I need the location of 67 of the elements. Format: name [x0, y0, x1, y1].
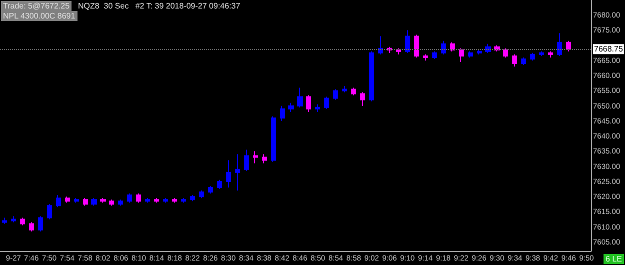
candlestick: [432, 50, 437, 60]
candlestick: [288, 102, 294, 112]
candlestick: [414, 34, 419, 58]
candlestick: [208, 185, 213, 194]
candlestick: [530, 52, 535, 61]
candlestick: [20, 217, 25, 226]
candlestick: [306, 94, 311, 112]
candlestick: [405, 30, 410, 54]
candlestick: [280, 105, 285, 122]
candlestick: [324, 96, 329, 110]
candlestick: [65, 196, 70, 204]
candlestick: [468, 50, 473, 58]
candlestick: [56, 194, 61, 208]
candlestick: [91, 198, 97, 206]
candlestick: [369, 50, 374, 102]
ref-line-label: 7668.75: [594, 44, 624, 54]
candlestick: [477, 49, 482, 55]
candlestick: [217, 179, 222, 190]
candlestick: [83, 198, 88, 206]
candlestick: [297, 87, 303, 108]
candlestick: [253, 150, 258, 164]
annotation: Trade: 5@7672.25: [3, 2, 70, 10]
candlestick: [378, 36, 383, 55]
candlestick: [450, 42, 455, 52]
candlestick: [521, 56, 526, 66]
candlestick: [459, 48, 464, 62]
candlestick: [503, 48, 508, 58]
candlestick: [29, 222, 34, 232]
candlestick: [181, 198, 186, 204]
candlestick: [109, 199, 114, 206]
candlestick: [127, 193, 132, 204]
candlestick: [423, 54, 428, 61]
candlestick: [38, 216, 43, 232]
candlestick: [262, 154, 267, 164]
candlestick: [74, 198, 79, 204]
candlestick: [315, 104, 320, 112]
candlestick: [235, 154, 240, 192]
candlestick: [2, 217, 7, 224]
candlestick: [11, 216, 16, 223]
candlestick: [154, 198, 159, 204]
candlestick: [190, 194, 195, 202]
candlestick: [557, 32, 562, 56]
candlestick: [199, 190, 204, 199]
candlestick: [566, 40, 571, 52]
candlestick: [47, 204, 52, 220]
annotation: NQZ8 30 Sec #2 T: 39 2018-09-27 09:46:37: [78, 2, 241, 10]
candlestick: [118, 199, 123, 206]
candlestick: [100, 198, 106, 204]
candlestick: [163, 198, 168, 204]
candlestick: [539, 50, 544, 56]
candlestick: [351, 87, 356, 96]
candlestick: [342, 86, 347, 93]
candlestick: [172, 198, 177, 204]
annotation: NPL 4300.00C 8691: [3, 12, 76, 20]
candlestick: [244, 149, 249, 172]
candlestick: [360, 92, 365, 106]
candlestick: [512, 54, 517, 68]
candlestick: [485, 43, 491, 54]
candlestick: [271, 116, 276, 162]
candlestick: [396, 48, 401, 55]
candlestick: [441, 40, 446, 55]
candlestick: [136, 193, 141, 204]
candlestick: [333, 88, 338, 100]
candlestick: [548, 50, 553, 58]
candlestick: [226, 160, 231, 188]
text: 6 LE: [606, 254, 622, 264]
candlestick: [145, 198, 150, 204]
